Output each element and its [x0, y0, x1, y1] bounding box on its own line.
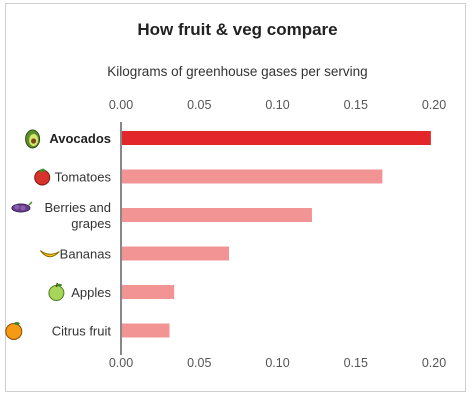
x-tick-label-top: 0.15: [344, 98, 368, 112]
category-label: Bananas: [60, 247, 112, 262]
tomato-icon: [34, 168, 51, 186]
x-tick-label-bottom: 0.15: [344, 356, 368, 370]
category-label: Citrus fruit: [52, 324, 112, 339]
category-label: Apples: [71, 285, 111, 300]
category-label: grapes: [71, 216, 111, 231]
category-label: Avocados: [49, 131, 111, 146]
x-tick-label-bottom: 0.00: [109, 356, 133, 370]
chart-subtitle: Kilograms of greenhouse gases per servin…: [107, 64, 368, 79]
bar: [122, 285, 175, 299]
bar: [122, 323, 170, 338]
bar: [122, 208, 312, 222]
orange-icon: [5, 322, 23, 340]
chart-frame: [5, 3, 466, 392]
x-tick-label-top: 0.10: [265, 98, 289, 112]
apple-icon: [48, 282, 65, 301]
category-label: Tomatoes: [55, 170, 112, 185]
chart-title: How fruit & veg compare: [137, 20, 338, 39]
banana-icon: [39, 250, 60, 258]
x-tick-label-top: 0.05: [187, 98, 211, 112]
x-tick-label-top: 0.00: [109, 98, 133, 112]
x-tick-label-top: 0.20: [422, 98, 446, 112]
x-tick-label-bottom: 0.10: [265, 356, 289, 370]
bar: [122, 246, 229, 261]
grapes-icon: [11, 201, 33, 213]
x-tick-label-bottom: 0.05: [187, 356, 211, 370]
avocado-icon: [25, 129, 41, 149]
category-label: Berries and: [45, 200, 111, 215]
bar: [122, 169, 383, 184]
bar: [122, 131, 431, 145]
x-tick-label-bottom: 0.20: [422, 356, 446, 370]
